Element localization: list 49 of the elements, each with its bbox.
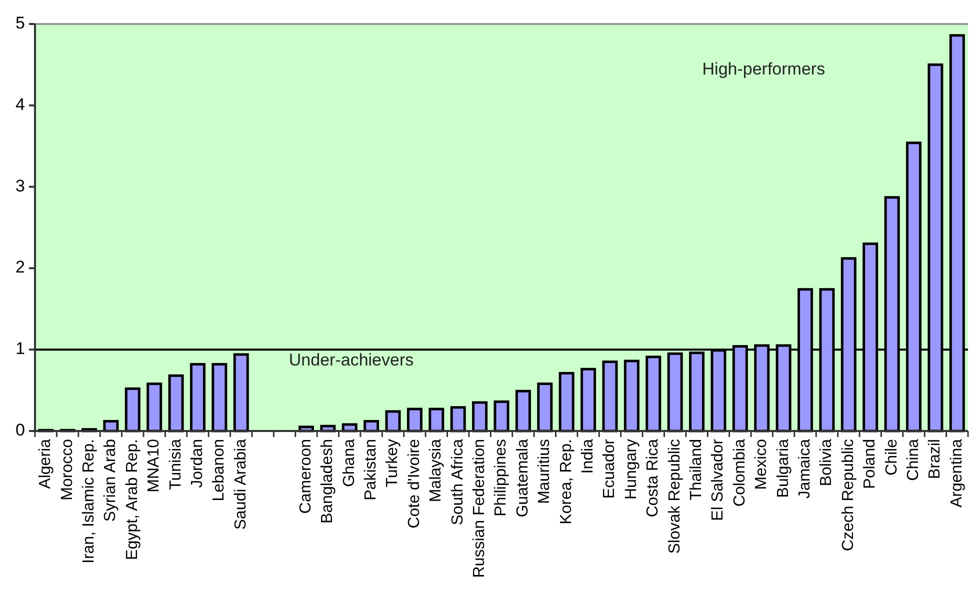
x-tick-label: Egypt, Arab Rep. [124, 439, 141, 560]
x-tick-label: Slovak Republic [666, 439, 684, 554]
x-tick-label: Cote d'Ivoire [406, 438, 423, 528]
x-tick-label: Mauritius [536, 439, 554, 504]
x-tick-label: Czech Republic [840, 439, 857, 552]
x-tick-label: Turkey [384, 439, 402, 488]
y-tick-label: 2 [16, 258, 25, 277]
x-tick-label: Korea, Rep. [558, 439, 575, 524]
x-tick-label: Tunisia [167, 438, 184, 490]
x-tick-label: Lebanon [210, 439, 228, 502]
x-tick-label: Algeria [37, 438, 54, 489]
y-tick-label: 5 [16, 13, 25, 32]
y-tick-label: 0 [16, 420, 25, 440]
x-tick-label: Colombia [731, 438, 748, 507]
x-tick-label: Guatemala [514, 438, 532, 518]
x-tick-label: Russian Federation [471, 439, 488, 578]
x-tick-label: Ecuador [601, 438, 618, 499]
x-tick-label: Costa Rica [644, 438, 662, 518]
x-tick-label: Philippines [492, 439, 510, 516]
x-tick-label: Morocco [58, 438, 76, 500]
x-tick-label: Saudi Arabia [232, 438, 250, 530]
x-tick-label: India [580, 438, 597, 474]
x-tick-label: Brazil [926, 439, 944, 480]
x-tick-label: Cameroon [297, 439, 314, 514]
x-tick-label: El Salvador [710, 438, 727, 521]
x-tick-label: Mexico [753, 438, 770, 490]
x-tick-label: Poland [862, 439, 879, 489]
x-tick-label: Hungary [622, 439, 640, 500]
annotation: Under-achievers [288, 350, 414, 370]
x-tick-label: Jordan [188, 439, 206, 488]
x-tick-label: Ghana [340, 438, 358, 488]
y-tick-label: 1 [16, 339, 25, 358]
x-tick-label: Syrian Arab [102, 438, 120, 522]
x-tick-label: Bulgaria [774, 438, 792, 498]
x-tick-label: Bangladesh [319, 439, 336, 524]
x-tick-label: Argentina [948, 438, 966, 508]
x-tick-label: Malaysia [428, 438, 445, 502]
x-tick-label: Jamaica [796, 438, 814, 499]
x-tick-label: China [904, 438, 922, 481]
x-tick-label: Iran, Islamic Rep. [80, 439, 98, 564]
x-tick-label: Thailand [688, 439, 706, 500]
y-tick-label: 3 [16, 176, 25, 196]
x-tick-label: Bolivia [818, 438, 836, 486]
y-tick-label: 4 [16, 94, 25, 114]
x-tick-label: Pakistan [362, 439, 380, 500]
annotation: High-performers [702, 59, 826, 78]
x-tick-label: Chile [883, 438, 900, 476]
x-tick-label: MNA10 [146, 438, 163, 492]
x-tick-label: South Africa [449, 438, 466, 526]
